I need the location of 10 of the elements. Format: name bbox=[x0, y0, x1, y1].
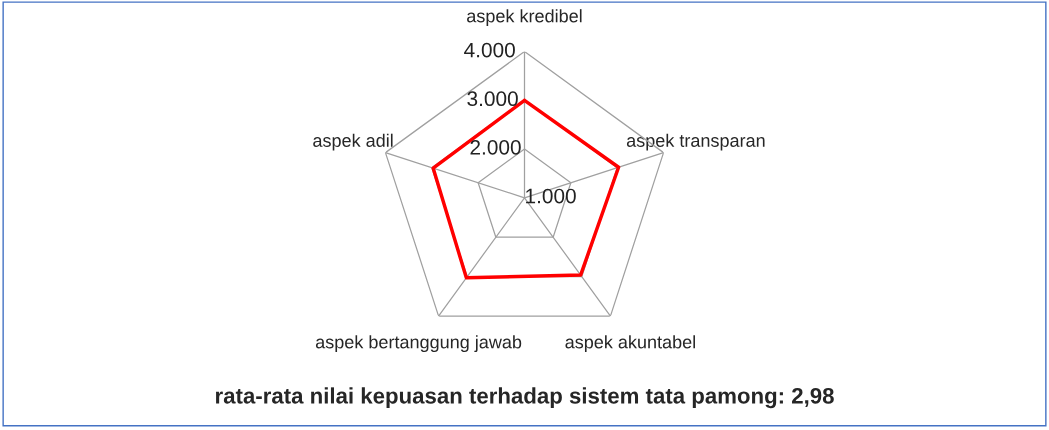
spoke-label: aspek adil bbox=[313, 133, 393, 151]
y-tick-label: 4.000 bbox=[464, 42, 515, 58]
spoke-label: aspek transparan bbox=[626, 133, 765, 151]
text: rata-rata nilai kepuasan terhadap sistem tata pamong: 2,98 bbox=[216, 387, 834, 409]
y-tick-label: 2.000 bbox=[470, 139, 521, 155]
spoke-label: aspek akuntabel bbox=[565, 335, 695, 353]
spoke-label: aspek kredibel bbox=[467, 9, 582, 26]
spoke-label: aspek bertanggung jawab bbox=[315, 335, 522, 353]
y-tick-label: 1.000 bbox=[526, 188, 576, 204]
y-tick-label: 3.000 bbox=[467, 91, 518, 107]
